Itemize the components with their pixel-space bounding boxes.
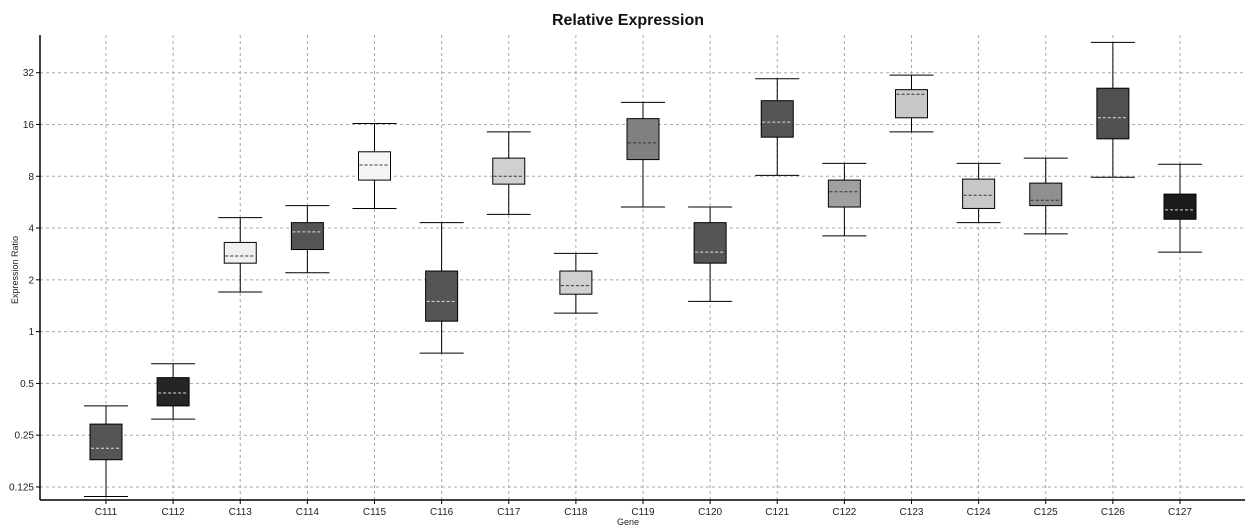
box-c111 (84, 405, 128, 498)
interquartile-box (559, 270, 593, 295)
box-c126 (1090, 41, 1135, 178)
x-tick-label-c126: C126 (1101, 507, 1125, 518)
interquartile-box (962, 178, 996, 209)
y-tick-label: 8 (28, 172, 34, 183)
interquartile-box (89, 423, 123, 461)
x-tick-label-c127: C127 (1168, 507, 1192, 518)
x-tick-label-c123: C123 (900, 507, 924, 518)
y-tick-label: 16 (23, 120, 35, 131)
y-tick-label: 0.25 (15, 431, 35, 442)
x-tick-label-c125: C125 (1034, 507, 1058, 518)
y-tick-label: 4 (28, 224, 34, 235)
interquartile-box (827, 179, 861, 208)
box-c122 (822, 162, 867, 237)
interquartile-box (1096, 87, 1130, 140)
x-tick-label-c121: C121 (765, 507, 789, 518)
x-tick-label-c114: C114 (296, 507, 320, 518)
x-tick-label-c113: C113 (229, 507, 253, 518)
interquartile-box (425, 270, 459, 322)
box-c121 (755, 78, 800, 176)
x-tick-label-c117: C117 (497, 507, 521, 518)
box-c127 (1158, 163, 1202, 253)
x-tick-label-c124: C124 (967, 507, 991, 518)
grid-layer (40, 35, 1245, 500)
x-tick-label-c111: C111 (95, 507, 118, 518)
x-tick-label-c122: C122 (832, 507, 856, 518)
y-tick-label: 0.5 (20, 379, 34, 390)
y-tick-label: 32 (23, 68, 35, 79)
box-c112 (151, 363, 196, 420)
interquartile-box (290, 222, 324, 251)
box-c120 (688, 206, 733, 302)
interquartile-box (492, 157, 526, 185)
interquartile-box (693, 222, 727, 264)
box-c117 (486, 131, 531, 215)
x-axis-label: Gene (617, 517, 639, 527)
box-c124 (956, 162, 1001, 224)
x-tick-label-c116: C116 (430, 507, 454, 518)
box-c116 (419, 222, 464, 354)
y-tick-label: 1 (28, 327, 34, 338)
box-c114 (285, 205, 330, 274)
x-tick-label-c118: C118 (564, 507, 588, 518)
chart-title: Relative Expression (552, 12, 704, 29)
interquartile-box (358, 151, 391, 181)
box-c113 (218, 217, 263, 293)
interquartile-box (1029, 182, 1063, 207)
y-tick-label: 2 (28, 275, 34, 286)
y-tick-label: 0.125 (9, 482, 34, 493)
x-tick-label-c115: C115 (363, 507, 387, 518)
interquartile-box (156, 377, 190, 407)
x-tick-label-c120: C120 (698, 507, 722, 518)
box-c119 (621, 101, 665, 208)
box-c125 (1023, 157, 1068, 235)
box-layer (84, 41, 1202, 498)
interquartile-box (760, 100, 794, 138)
interquartile-box (223, 241, 257, 264)
x-tick-label-c119: C119 (631, 507, 655, 518)
y-axis-label: Expression Ratio (10, 236, 20, 304)
box-c118 (553, 252, 598, 314)
axis-layer: 0.125 0.25 0.5 1 2 4 8 16 32 C111 C112 C113 C114 C115… (9, 35, 1245, 518)
interquartile-box (1163, 193, 1197, 220)
interquartile-box (626, 118, 660, 161)
box-c115 (352, 123, 397, 209)
box-c123 (889, 74, 934, 133)
x-tick-label-c112: C112 (162, 507, 186, 518)
